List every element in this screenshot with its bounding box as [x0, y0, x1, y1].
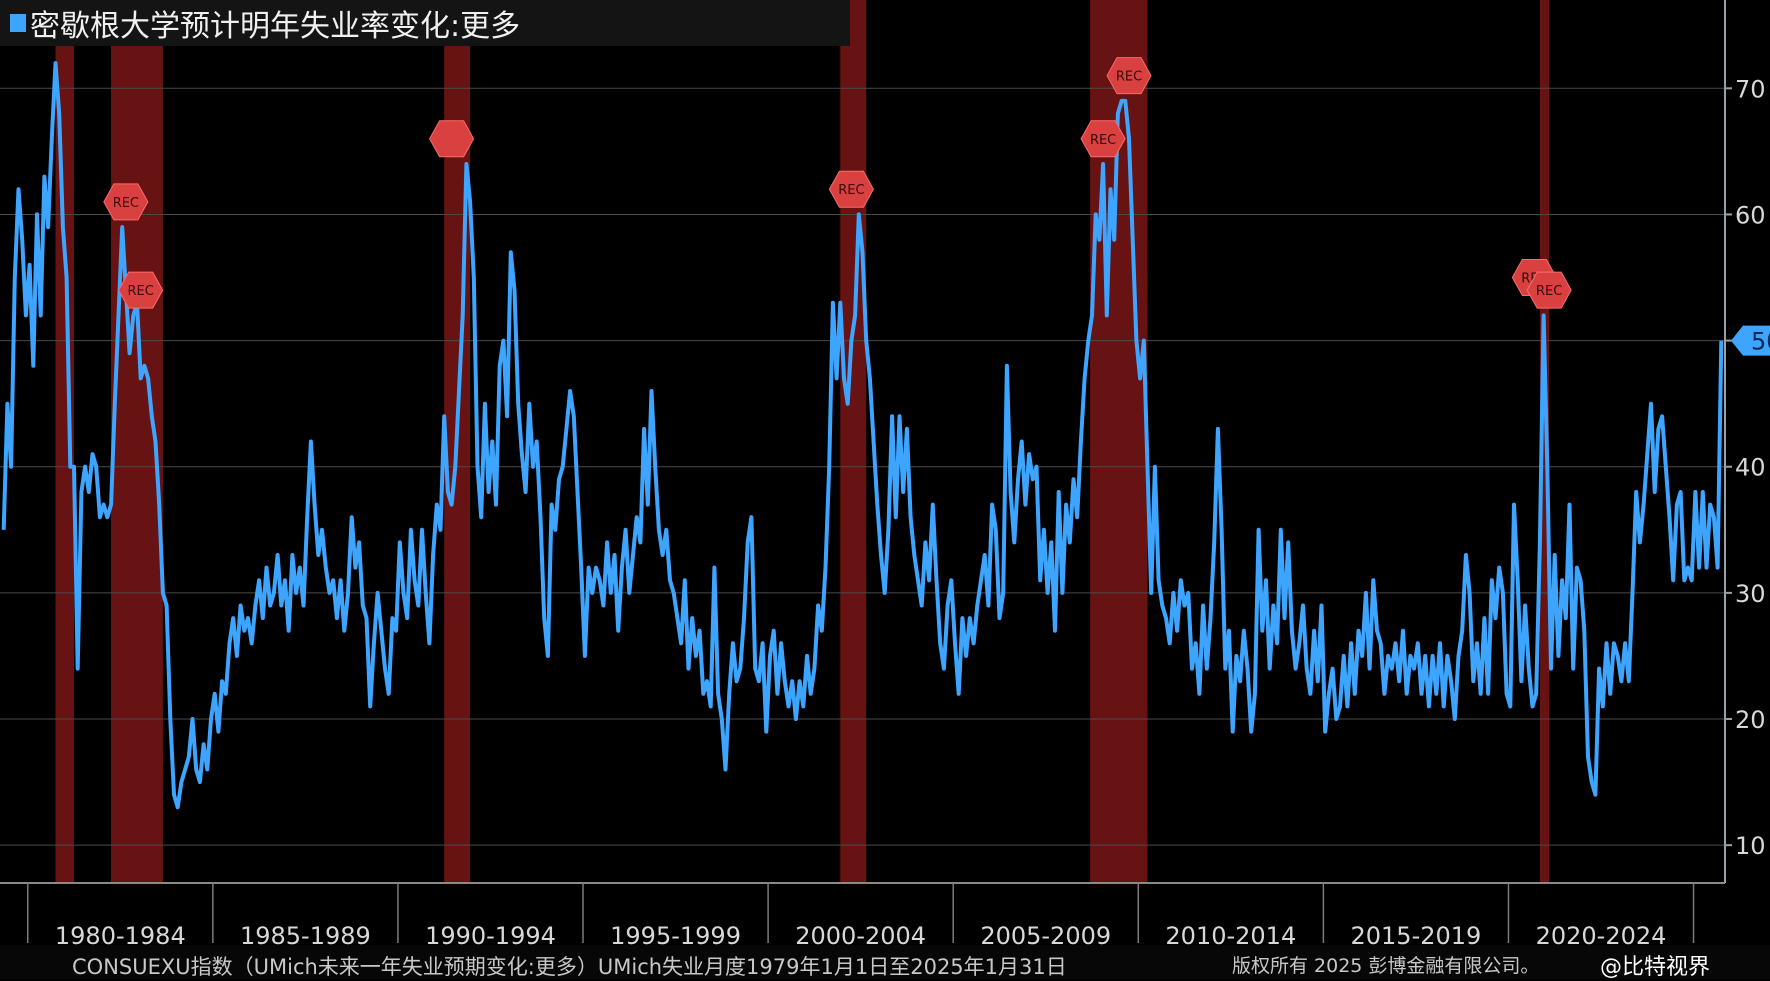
rec-marker: [429, 120, 475, 158]
y-tick-label: 40: [1735, 454, 1766, 482]
footer-bar: CONSUEXU指数（UMich未来一年失业预期变化:更多）UMich失业月度1…: [0, 945, 1770, 980]
x-axis: 1980-1984 1985-1989 1990-1994 1995-1999 2000…: [0, 882, 1725, 950]
rec-marker: [828, 170, 874, 208]
rec-marker: [1526, 271, 1572, 309]
rec-marker-label: REC: [128, 284, 154, 299]
rec-marker-label: REC: [838, 183, 864, 198]
y-gridlines: [0, 0, 1732, 883]
last-value-box: [1731, 325, 1770, 356]
recession-band: [55, 0, 75, 883]
rec-marker-label: REC: [1116, 70, 1142, 85]
y-axis-tick-labels: 10 20 30 40 60 70: [1735, 75, 1766, 860]
chart-title: 密歇根大学预计明年失业率变化:更多: [30, 9, 521, 44]
footer-source: CONSUEXU指数（UMich未来一年失业预期变化:更多）UMich失业月度1…: [72, 955, 1067, 979]
rec-marker-label: REC: [113, 196, 139, 211]
series-line: [1, 61, 1724, 810]
y-tick-label: 60: [1735, 201, 1766, 229]
watermark: @比特视界: [1600, 955, 1711, 980]
rec-marker: [1080, 120, 1126, 158]
recession-band: [840, 0, 867, 883]
rec-marker-label: REC: [1536, 284, 1562, 299]
y-tick-label: 20: [1735, 706, 1766, 734]
rec-marker: [103, 183, 149, 221]
last-value-label: 50: [1751, 328, 1770, 356]
y-tick-label: 30: [1735, 580, 1766, 608]
series-path: [1, 61, 1724, 810]
chart-title-bar: 密歇根大学预计明年失业率变化:更多: [0, 0, 850, 46]
y-tick-label: 10: [1735, 832, 1766, 860]
footer-copyright: 版权所有 2025 彭博金融有限公司。: [1232, 955, 1540, 977]
recession-band: [1539, 0, 1550, 883]
recession-markers: RECRECRECRECRECRECREC: [103, 57, 1572, 309]
last-value-badge: 50: [1731, 325, 1770, 356]
legend-swatch: [10, 14, 26, 32]
rec-marker: [118, 271, 164, 309]
rec-marker: [1106, 57, 1152, 95]
rec-marker-label: REC: [1090, 133, 1116, 148]
y-tick-label: 70: [1735, 75, 1766, 103]
recession-bands: [55, 0, 1550, 883]
